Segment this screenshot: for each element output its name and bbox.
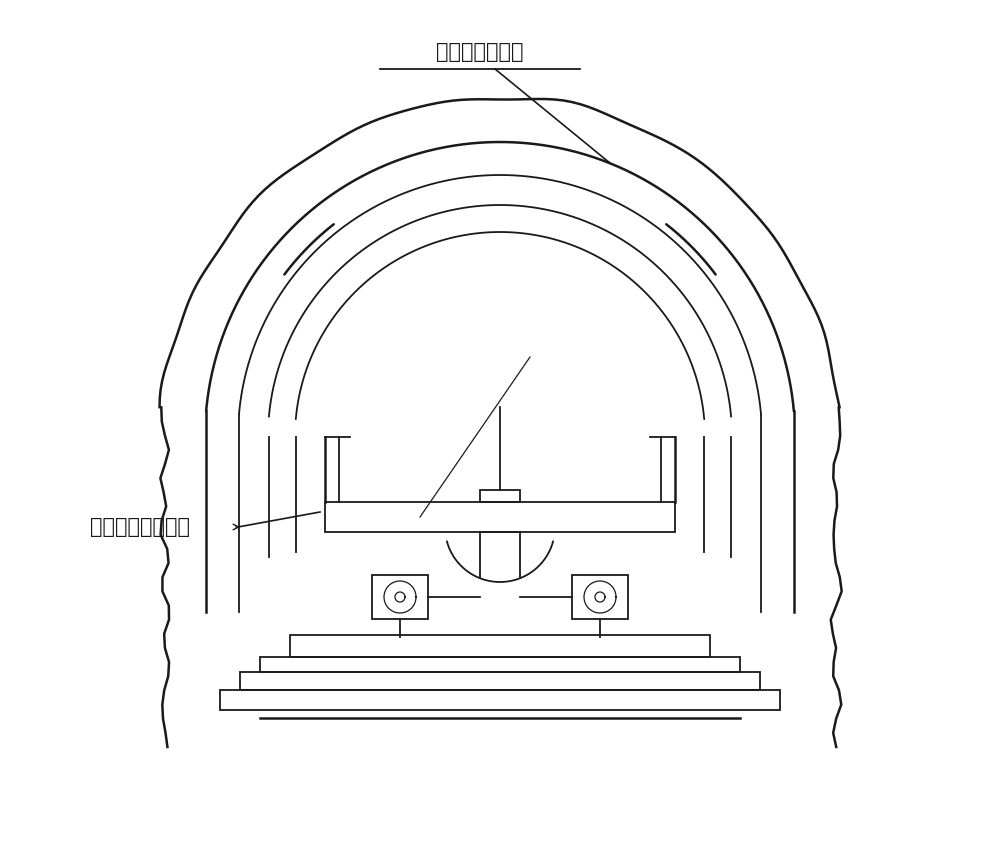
Bar xyxy=(290,635,710,657)
Bar xyxy=(572,575,628,619)
Text: 手动液压模板台车: 手动液压模板台车 xyxy=(90,517,190,537)
Bar xyxy=(260,657,740,672)
Text: 收缩边顶拱模板: 收缩边顶拱模板 xyxy=(436,42,524,62)
Bar xyxy=(220,690,780,710)
Bar xyxy=(480,490,520,502)
Bar xyxy=(325,502,675,532)
Bar xyxy=(240,672,760,690)
Bar xyxy=(372,575,428,619)
